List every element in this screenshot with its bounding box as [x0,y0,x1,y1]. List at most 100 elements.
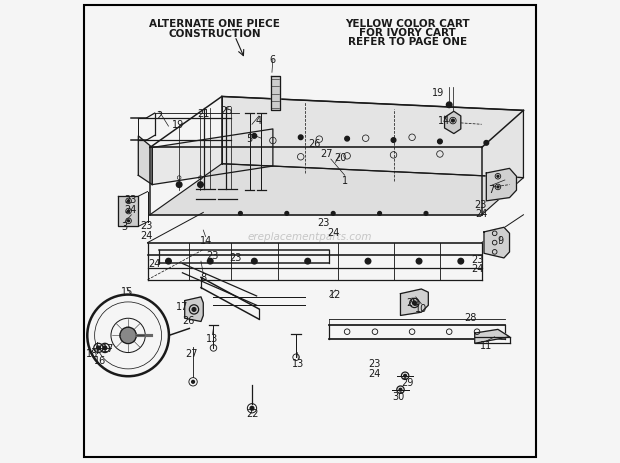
Circle shape [250,407,254,410]
Text: 28: 28 [464,312,476,322]
Circle shape [438,140,442,144]
Text: 23: 23 [229,252,242,262]
Text: 19: 19 [172,120,184,130]
Circle shape [120,327,136,344]
Circle shape [391,138,396,143]
Polygon shape [445,112,461,134]
Circle shape [378,212,381,216]
Text: 23: 23 [474,200,487,210]
Text: 26: 26 [182,315,194,325]
Text: 18: 18 [86,348,98,358]
Circle shape [458,259,464,264]
Polygon shape [153,130,273,185]
Text: 14: 14 [438,115,451,125]
Circle shape [365,259,371,264]
Circle shape [424,212,428,216]
Circle shape [345,137,350,142]
Text: 13: 13 [206,333,219,343]
Text: 30: 30 [392,391,404,401]
Text: 6: 6 [270,55,276,65]
Polygon shape [484,228,510,258]
Text: YELLOW COLOR CART: YELLOW COLOR CART [345,19,470,29]
Text: 14: 14 [200,236,211,246]
Circle shape [97,346,100,350]
Text: 27: 27 [320,149,332,159]
Circle shape [404,375,407,377]
Text: 17: 17 [102,343,114,353]
Text: 13: 13 [292,358,304,369]
Circle shape [298,136,303,140]
Circle shape [208,259,213,264]
Circle shape [399,388,402,391]
Text: 23: 23 [471,254,483,264]
Text: 23: 23 [368,358,380,369]
Circle shape [497,187,499,188]
Circle shape [285,212,289,216]
Circle shape [497,176,499,178]
Text: 16: 16 [94,355,106,365]
Text: 26: 26 [309,138,321,149]
Circle shape [451,120,454,123]
Polygon shape [118,197,138,227]
Circle shape [128,211,130,213]
Text: 12: 12 [329,289,342,299]
Text: REFER TO PAGE ONE: REFER TO PAGE ONE [348,37,467,47]
Circle shape [412,301,416,305]
Text: 22: 22 [246,408,259,418]
Circle shape [239,212,242,216]
Text: 23: 23 [206,250,219,261]
Text: 24: 24 [327,227,339,238]
Text: CONSTRUCTION: CONSTRUCTION [169,29,261,39]
Text: ALTERNATE ONE PIECE: ALTERNATE ONE PIECE [149,19,280,30]
Circle shape [252,259,257,264]
Text: 23: 23 [141,221,153,231]
Polygon shape [486,169,516,201]
Text: 4: 4 [256,115,262,125]
Text: 24: 24 [124,204,136,214]
Text: 23: 23 [317,217,330,227]
Text: 5: 5 [247,134,253,144]
Text: 15: 15 [120,287,133,297]
Text: 24: 24 [476,209,488,219]
Text: 2: 2 [156,111,162,121]
Text: 29: 29 [401,377,414,387]
Circle shape [192,308,196,312]
Polygon shape [270,76,280,111]
Circle shape [128,200,130,202]
Circle shape [192,381,195,383]
Text: 20: 20 [334,152,347,163]
Text: 17: 17 [176,301,188,312]
Polygon shape [475,330,510,344]
Polygon shape [150,164,523,215]
Text: 19: 19 [432,88,444,98]
Polygon shape [222,97,523,178]
Circle shape [446,103,452,108]
Circle shape [176,182,182,188]
Text: 20: 20 [406,297,419,307]
Text: 7: 7 [488,185,494,195]
Circle shape [128,220,130,222]
Polygon shape [401,289,428,316]
Text: 11: 11 [480,340,492,350]
Text: 8: 8 [200,273,206,283]
Text: 3: 3 [122,222,128,232]
Text: 10: 10 [415,303,427,313]
Circle shape [484,141,489,146]
Circle shape [331,212,335,216]
Circle shape [103,346,107,350]
Polygon shape [138,137,153,185]
Text: ereplacementparts.com: ereplacementparts.com [248,231,372,241]
Circle shape [416,259,422,264]
Text: 27: 27 [185,348,198,358]
Circle shape [305,259,311,264]
Circle shape [198,182,203,188]
Text: 9: 9 [497,236,503,246]
Circle shape [252,134,257,139]
Polygon shape [185,297,203,322]
Circle shape [166,259,171,264]
Text: 23: 23 [124,195,136,205]
Text: 24: 24 [368,368,380,378]
Text: 25: 25 [220,106,232,116]
Text: 24: 24 [141,230,153,240]
Text: FOR IVORY CART: FOR IVORY CART [359,28,456,38]
